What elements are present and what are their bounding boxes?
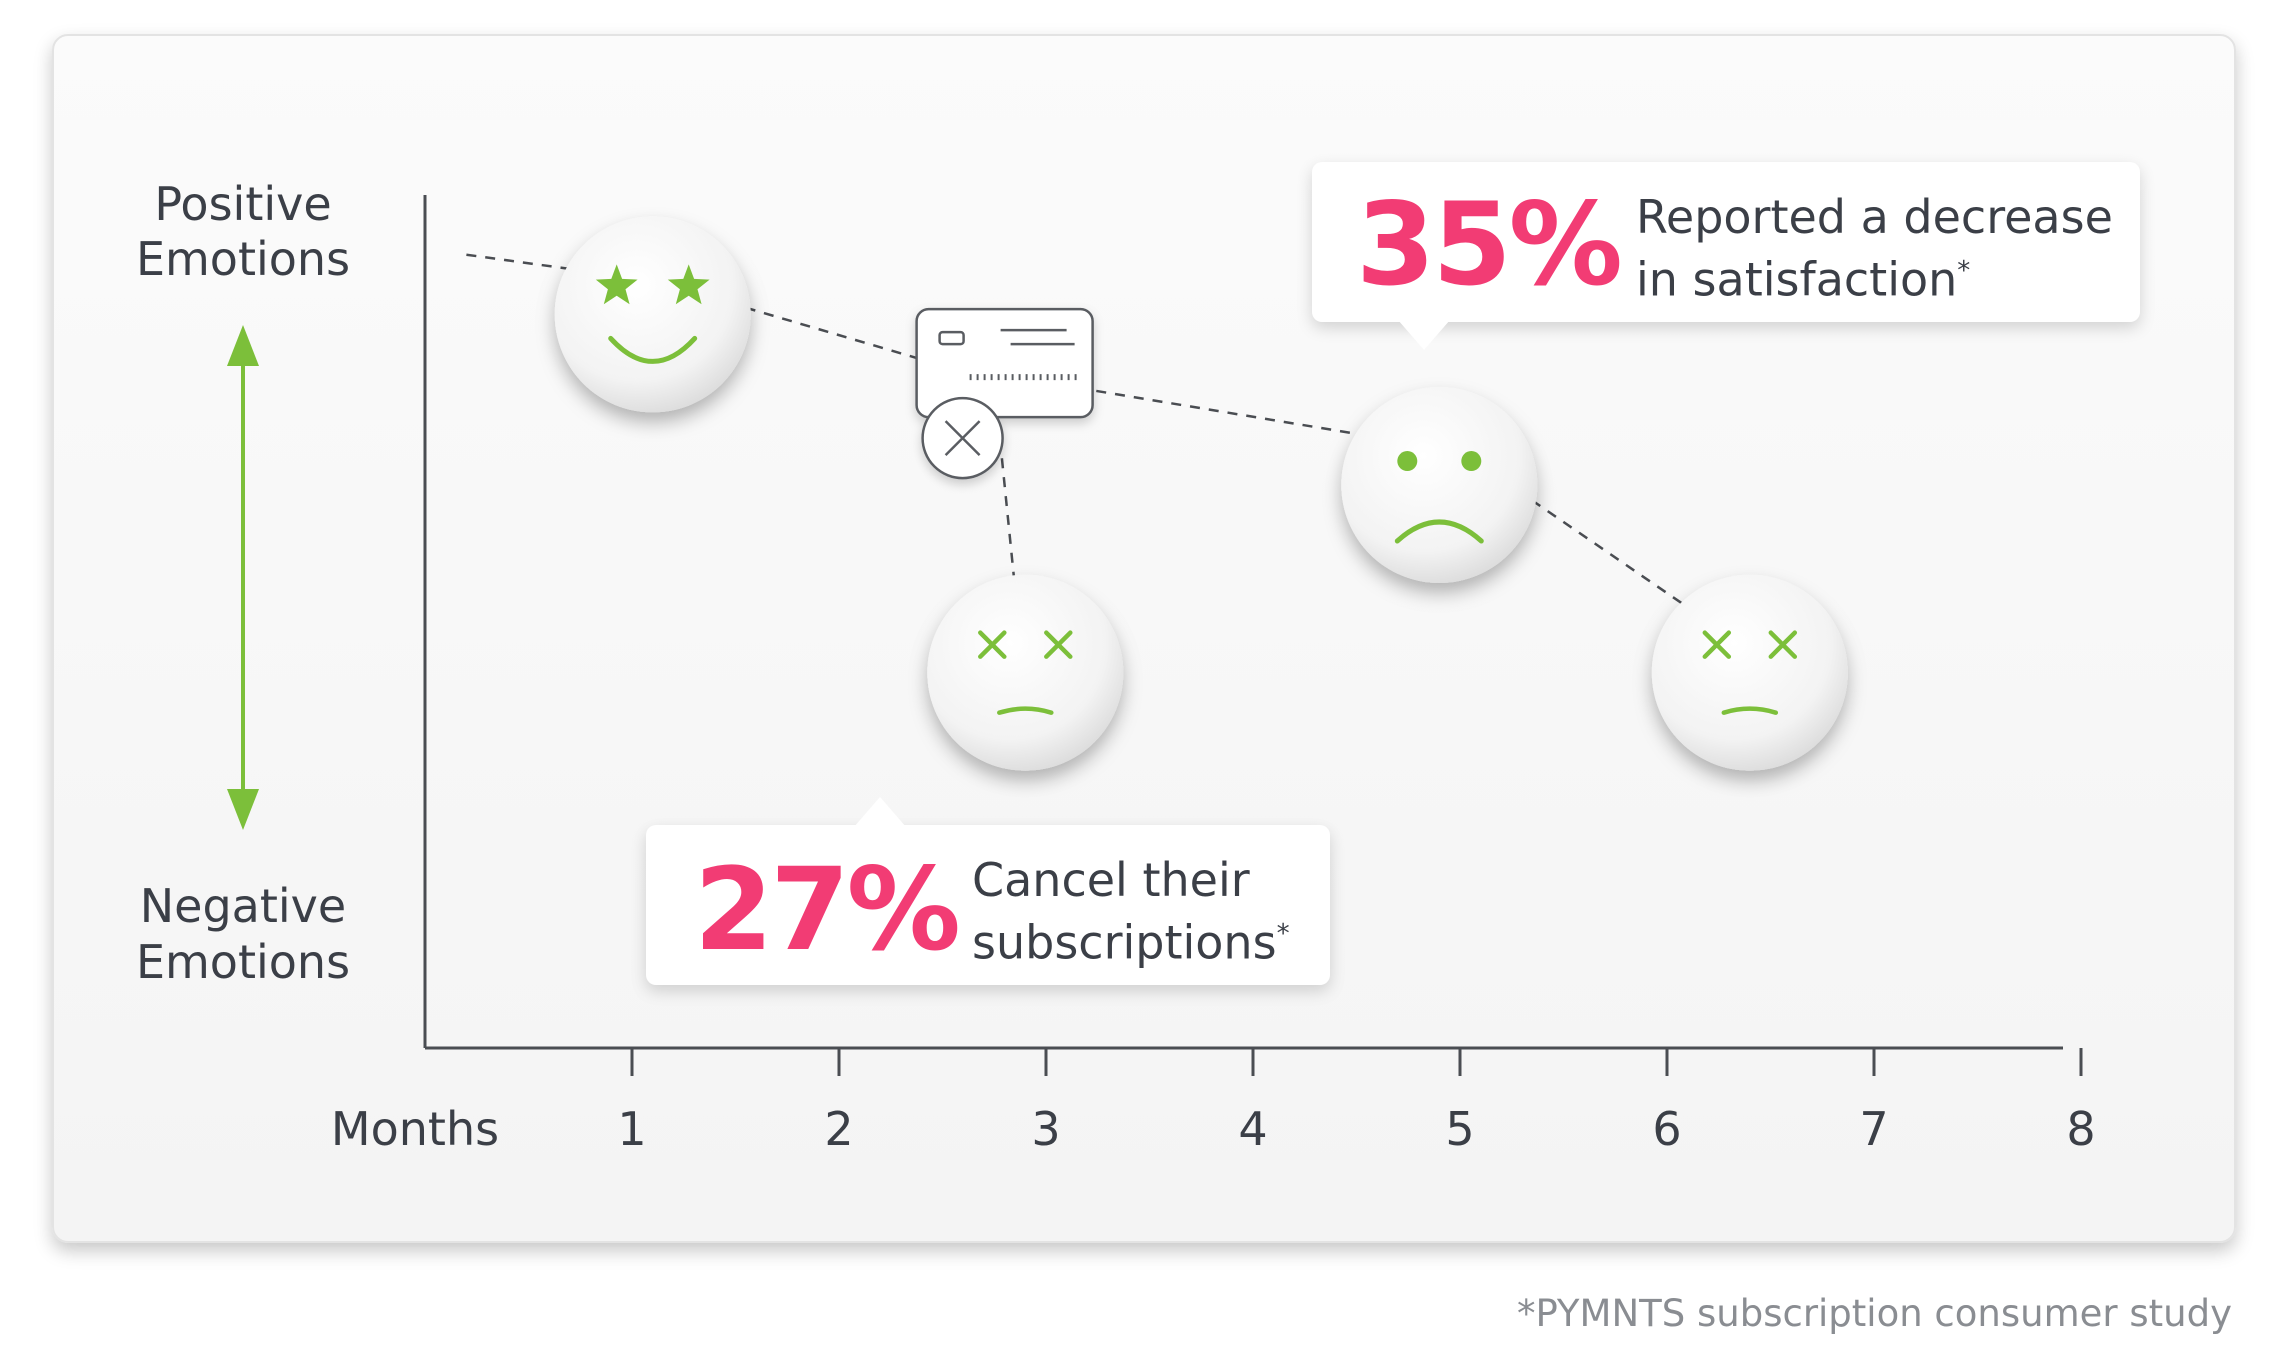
- sad-face: [1341, 387, 1538, 584]
- star-eye-right-icon: [667, 264, 710, 305]
- smile-mouth: [608, 335, 698, 364]
- x-eye-left-icon: [978, 630, 1007, 659]
- cancel-text-line2-wrap: subscriptions*: [972, 907, 1290, 969]
- cancel-trend-line: [993, 382, 1027, 690]
- cancel-text: Cancel their subscriptions*: [972, 853, 1290, 969]
- unhappy-face: [1651, 574, 1848, 771]
- y-label-bottom-line1: Negative: [140, 879, 346, 933]
- decrease-text: Reported a decrease in satisfaction*: [1636, 190, 2113, 306]
- axes: [423, 195, 2063, 1050]
- decrease-text-line2: in satisfaction: [1636, 252, 1958, 307]
- callout-cancel-subscriptions: 27% Cancel their subscriptions*: [646, 797, 1330, 985]
- flat-mouth: [997, 706, 1054, 715]
- decrease-percent: 35%: [1356, 178, 1623, 311]
- frown-mouth: [1394, 519, 1484, 544]
- flat-mouth: [1721, 706, 1779, 715]
- x-tick-label-1: 1: [617, 1102, 646, 1156]
- dot-eye-left-icon: [1397, 451, 1418, 472]
- x-tick-label-5: 5: [1445, 1102, 1474, 1156]
- cancelled-face: [927, 574, 1124, 771]
- decrease-text-line2-wrap: in satisfaction*: [1636, 244, 2113, 306]
- cancelled-face-ball: [927, 574, 1124, 771]
- cancel-text-line2: subscriptions: [972, 915, 1277, 970]
- callout-pointer: [1398, 320, 1450, 350]
- happy-star-face-ball: [554, 216, 751, 413]
- x-eye-right-icon: [1768, 630, 1798, 659]
- satisfaction-trend-line: [466, 253, 1772, 666]
- y-label-bottom-line2: Emotions: [136, 935, 350, 989]
- x-tick-label-8: 8: [2066, 1102, 2095, 1156]
- decrease-footnote-mark: *: [1957, 256, 1971, 286]
- y-label-top-line1: Positive: [154, 177, 331, 231]
- x-tick-label-4: 4: [1238, 1102, 1267, 1156]
- callout-pointer: [854, 797, 906, 827]
- star-eye-left-icon: [595, 264, 638, 305]
- sad-face-ball: [1341, 387, 1538, 584]
- x-tick-label-6: 6: [1652, 1102, 1681, 1156]
- x-tick-label-3: 3: [1031, 1102, 1060, 1156]
- x-eye-left-icon: [1702, 630, 1732, 659]
- callout-decrease-satisfaction: 35% Reported a decrease in satisfaction*: [1312, 162, 2140, 350]
- x-axis-label: Months: [331, 1102, 499, 1156]
- x-tick-label-7: 7: [1859, 1102, 1888, 1156]
- source-footnote: *PYMNTS subscription consumer study: [1516, 1292, 2232, 1335]
- cancel-percent: 27%: [694, 843, 961, 976]
- emotion-scale-arrow: [227, 325, 259, 830]
- dot-eye-right-icon: [1461, 451, 1482, 472]
- happy-star-face: [554, 216, 751, 413]
- decrease-text-line1: Reported a decrease: [1636, 190, 2113, 244]
- cancel-text-line1: Cancel their: [972, 853, 1250, 907]
- x-tick-label-2: 2: [824, 1102, 853, 1156]
- credit-card-cancel: [915, 307, 1094, 480]
- cancel-footnote-mark: *: [1276, 919, 1290, 949]
- unhappy-face-ball: [1651, 574, 1848, 771]
- y-label-top-line2: Emotions: [136, 232, 350, 286]
- x-eye-right-icon: [1044, 630, 1073, 659]
- credit-card-icon: [915, 307, 1094, 419]
